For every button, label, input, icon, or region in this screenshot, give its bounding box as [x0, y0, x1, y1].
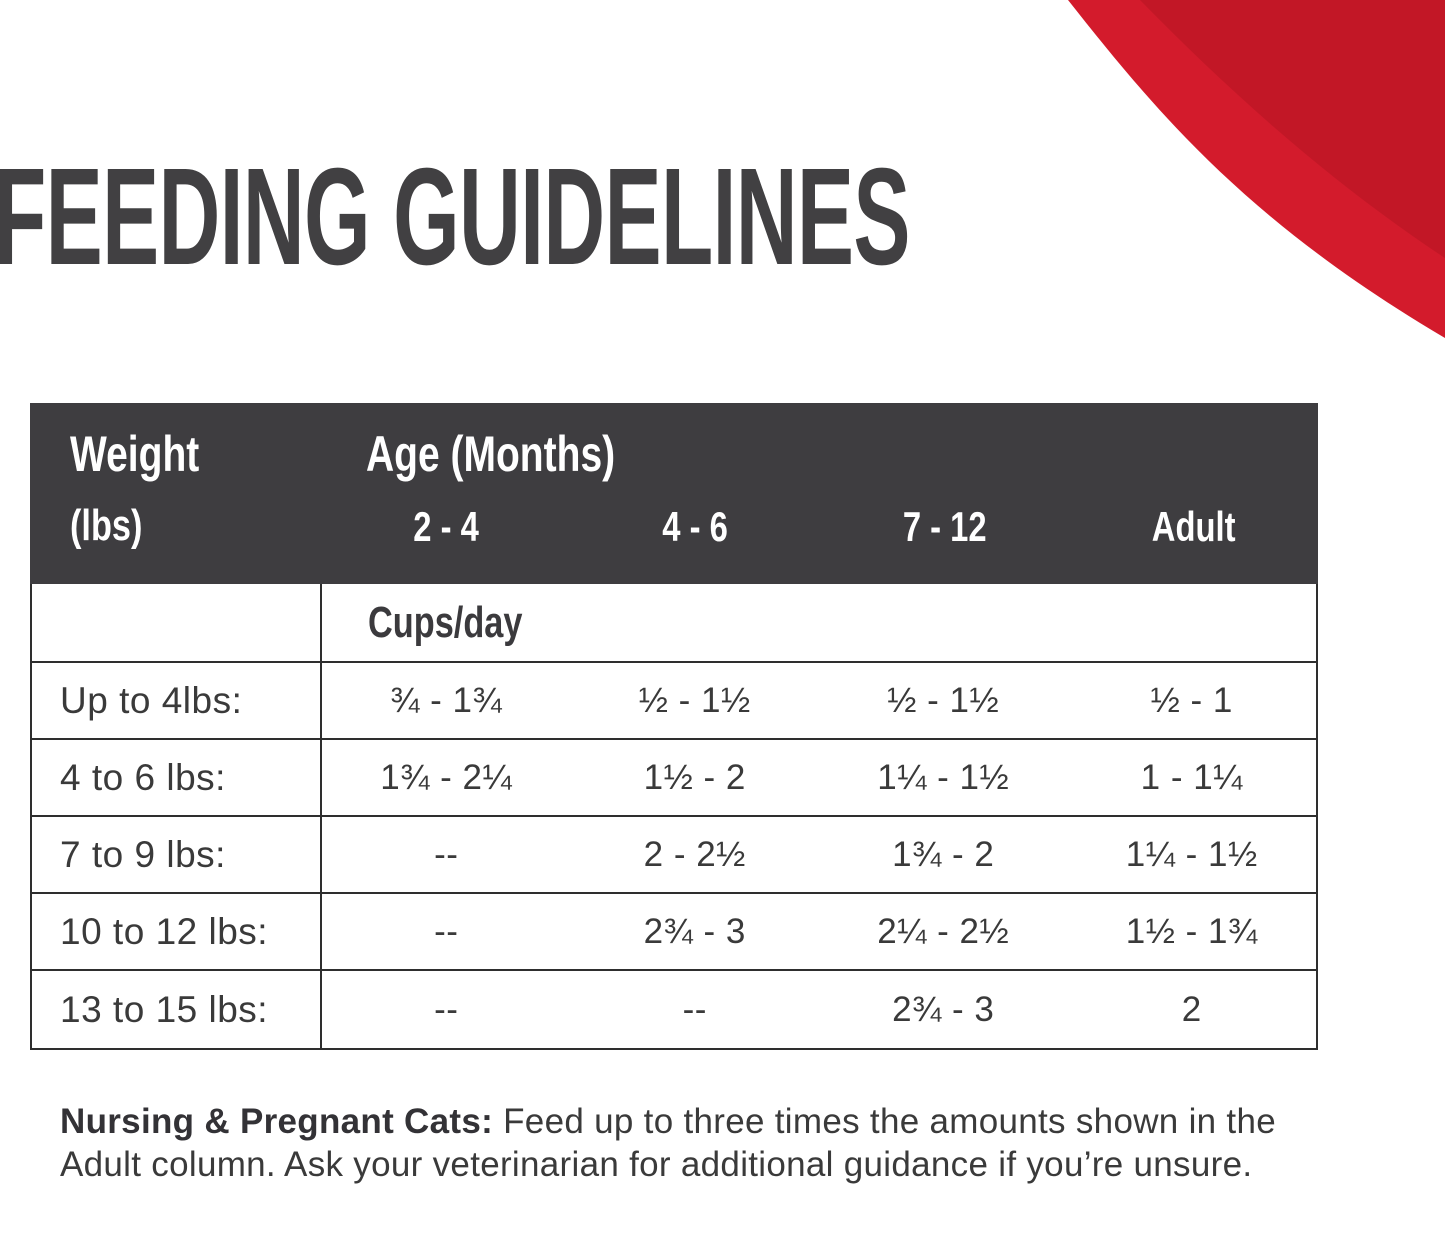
value-cell: 1¾ - 2 — [892, 834, 995, 874]
weight-cell: Up to 4lbs: — [32, 663, 322, 738]
swoosh-base-shape — [1068, 0, 1445, 338]
weight-cell: 7 to 9 lbs: — [32, 817, 322, 892]
nursing-note-text: Feed up to three times the amounts shown… — [60, 1102, 1276, 1185]
units-label: Cups/day — [368, 597, 523, 647]
age-col-adult: Adult — [1151, 503, 1236, 550]
value-cell: ¾ - 1¾ — [390, 680, 503, 720]
value-cell: 2¼ - 2½ — [877, 911, 1010, 951]
age-header-label: Age (Months) — [366, 426, 616, 482]
value-cell: 2¾ - 3 — [892, 989, 995, 1029]
table-row: 7 to 9 lbs: -- 2 - 2½ 1¾ - 2 1¼ - 1½ — [32, 817, 1316, 894]
value-cell: -- — [434, 834, 459, 874]
table-row: Up to 4lbs: ¾ - 1¾ ½ - 1½ ½ - 1½ ½ - 1 — [32, 663, 1316, 740]
feeding-guidelines-table: Weight (lbs) Age (Months) 2 - 4 4 - 6 7 … — [30, 403, 1318, 1050]
units-row: Cups/day — [32, 584, 1316, 663]
value-cell: ½ - 1½ — [638, 680, 751, 720]
value-cell: ½ - 1½ — [887, 680, 1000, 720]
table-header: Weight (lbs) Age (Months) 2 - 4 4 - 6 7 … — [30, 403, 1318, 584]
value-cell: 1¼ - 1½ — [877, 757, 1010, 797]
table-body: Cups/day Up to 4lbs: ¾ - 1¾ ½ - 1½ ½ - 1… — [30, 584, 1318, 1050]
age-col-2-4: 2 - 4 — [413, 503, 480, 550]
weight-header-label: Weight — [70, 426, 200, 482]
value-cell: -- — [434, 989, 459, 1029]
value-cell: 1 - 1¼ — [1140, 757, 1243, 797]
swoosh-shade-shape — [1140, 0, 1445, 258]
value-cell: 1½ - 1¾ — [1125, 911, 1258, 951]
value-cell: 1¼ - 1½ — [1125, 834, 1258, 874]
table-row: 10 to 12 lbs: -- 2¾ - 3 2¼ - 2½ 1½ - 1¾ — [32, 894, 1316, 971]
value-cell: -- — [434, 911, 459, 951]
nursing-note-lead: Nursing & Pregnant Cats: — [60, 1102, 494, 1141]
age-col-4-6: 4 - 6 — [662, 503, 729, 550]
weight-cell: 13 to 15 lbs: — [32, 971, 322, 1048]
weight-cell: 4 to 6 lbs: — [32, 740, 322, 815]
age-column-headers: 2 - 4 4 - 6 7 - 12 Adult — [322, 503, 1318, 551]
units-cell: Cups/day — [322, 598, 1316, 648]
weight-header-cell: Weight (lbs) — [30, 403, 322, 584]
value-cell: 2 - 2½ — [643, 834, 746, 874]
value-cell: 1½ - 2 — [643, 757, 746, 797]
units-row-empty-cell — [32, 584, 322, 661]
table-row: 13 to 15 lbs: -- -- 2¾ - 3 2 — [32, 971, 1316, 1048]
page-title: FEEDING GUIDELINES — [0, 140, 910, 294]
value-cell: 2¾ - 3 — [643, 911, 746, 951]
nursing-note: Nursing & Pregnant Cats: Feed up to thre… — [60, 1100, 1330, 1186]
table-row: 4 to 6 lbs: 1¾ - 2¼ 1½ - 2 1¼ - 1½ 1 - 1… — [32, 740, 1316, 817]
weight-unit-label: (lbs) — [70, 501, 143, 550]
red-swoosh-graphic — [1068, 0, 1445, 338]
value-cell: 2 — [1181, 989, 1202, 1029]
value-cell: ½ - 1 — [1150, 680, 1233, 720]
age-header-group: Age (Months) 2 - 4 4 - 6 7 - 12 Adult — [322, 403, 1318, 584]
weight-cell: 10 to 12 lbs: — [32, 894, 322, 969]
value-cell: -- — [682, 989, 707, 1029]
value-cell: 1¾ - 2¼ — [380, 757, 513, 797]
age-col-7-12: 7 - 12 — [902, 503, 987, 550]
